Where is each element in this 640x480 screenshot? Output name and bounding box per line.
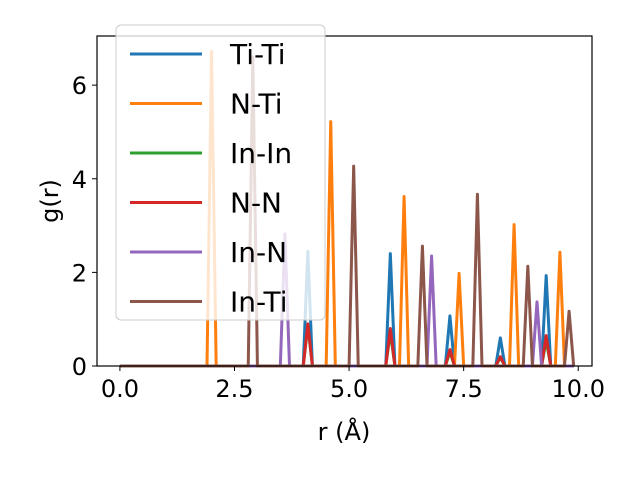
series-line-in-in [119, 323, 574, 368]
x-tick-label: 5.0 [330, 375, 368, 403]
legend-label-in-n: In-N [230, 236, 287, 269]
legend: Ti-Ti N-Ti In-In N-N In-N In-Ti [115, 24, 326, 321]
x-tick-label: 10.0 [552, 375, 605, 403]
x-tick-label: 0.0 [101, 375, 139, 403]
legend-label-in-ti: In-Ti [230, 286, 288, 319]
ticks: 0.0 2.5 5.0 7.5 10.0 0 2 4 6 [72, 72, 605, 403]
x-axis-label: r (Å) [318, 417, 371, 446]
y-tick-label: 2 [72, 259, 87, 287]
x-tick-label: 7.5 [445, 375, 483, 403]
legend-box [115, 24, 326, 321]
legend-label-in-in: In-In [230, 137, 292, 170]
y-tick-label: 4 [72, 166, 87, 194]
y-tick-label: 0 [72, 353, 87, 381]
series-line-n-n [119, 322, 574, 368]
legend-label-n-n: N-N [230, 187, 282, 220]
plot-frame [96, 35, 593, 367]
legend-label-n-ti: N-Ti [230, 88, 283, 121]
legend-label-ti-ti: Ti-Ti [229, 38, 286, 71]
x-tick-label: 2.5 [215, 375, 253, 403]
y-axis-label: g(r) [36, 179, 64, 223]
y-tick-label: 6 [72, 72, 87, 100]
